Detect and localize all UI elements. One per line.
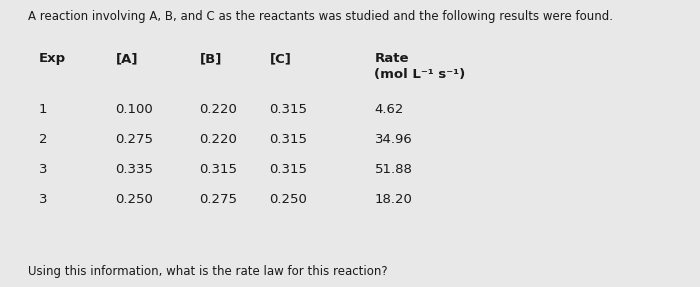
Text: 51.88: 51.88 <box>374 163 412 176</box>
Text: Rate
(mol L⁻¹ s⁻¹): Rate (mol L⁻¹ s⁻¹) <box>374 52 466 81</box>
Text: 0.315: 0.315 <box>270 103 307 116</box>
Text: 1: 1 <box>38 103 47 116</box>
Text: 0.315: 0.315 <box>270 163 307 176</box>
Text: 0.100: 0.100 <box>116 103 153 116</box>
Text: 3: 3 <box>38 163 47 176</box>
Text: 4.62: 4.62 <box>374 103 404 116</box>
Text: 0.220: 0.220 <box>199 133 237 146</box>
Text: [C]: [C] <box>270 52 291 65</box>
Text: 3: 3 <box>38 193 47 206</box>
Text: 0.275: 0.275 <box>199 193 237 206</box>
Text: 0.250: 0.250 <box>116 193 153 206</box>
Text: 34.96: 34.96 <box>374 133 412 146</box>
Text: 0.315: 0.315 <box>270 133 307 146</box>
Text: [B]: [B] <box>199 52 222 65</box>
Text: 0.275: 0.275 <box>116 133 153 146</box>
Text: A reaction involving A, B, and C as the reactants was studied and the following : A reaction involving A, B, and C as the … <box>28 10 613 23</box>
Text: 0.220: 0.220 <box>199 103 237 116</box>
Text: Exp: Exp <box>38 52 66 65</box>
Text: 0.315: 0.315 <box>199 163 237 176</box>
Text: 0.335: 0.335 <box>116 163 153 176</box>
Text: 18.20: 18.20 <box>374 193 412 206</box>
Text: Using this information, what is the rate law for this reaction?: Using this information, what is the rate… <box>28 265 388 278</box>
Text: 0.250: 0.250 <box>270 193 307 206</box>
Text: [A]: [A] <box>116 52 138 65</box>
Text: 2: 2 <box>38 133 47 146</box>
